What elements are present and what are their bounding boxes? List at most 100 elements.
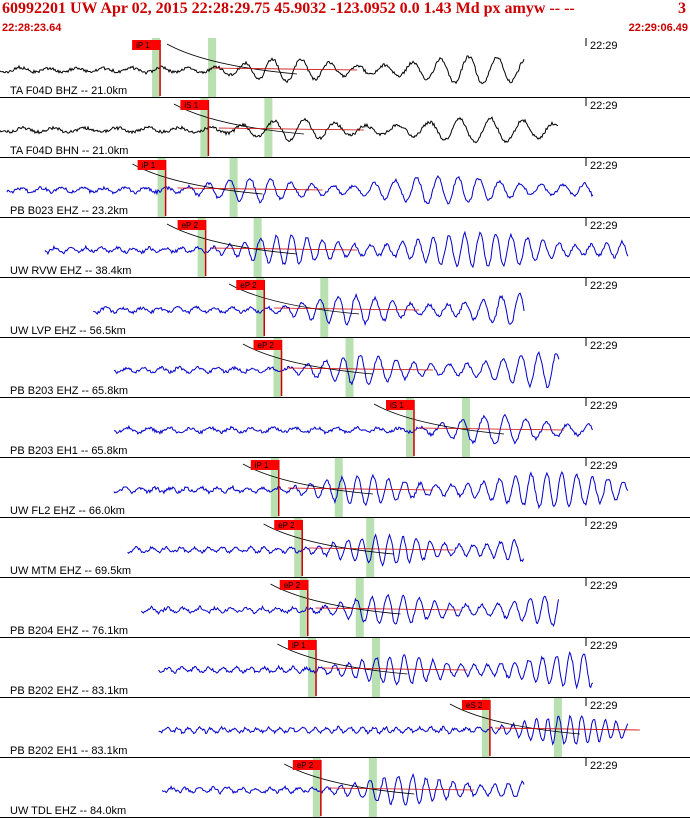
trace-1: iS 1 22:29 TA F04D BHN -- 21.0km xyxy=(0,98,690,158)
pick-window-band xyxy=(270,458,279,517)
trace-6: iS 1 22:29 PB B203 EH1 -- 65.8km xyxy=(0,398,690,458)
pick-window-band xyxy=(273,338,282,397)
seismogram-plot[interactable]: iP 1 22:29 TA F04D BHZ -- 21.0km iS 1 22:29 T… xyxy=(0,38,690,818)
coda-curve xyxy=(277,643,408,675)
pick-window-band xyxy=(406,398,414,457)
time-tick-label: 22:29 xyxy=(590,340,618,352)
trace-label: UW MTM EHZ -- 69.5km xyxy=(10,565,131,577)
pick-flag xyxy=(288,640,317,650)
pick-window-band xyxy=(372,638,381,697)
pick-flag xyxy=(386,400,414,410)
waveform-line xyxy=(140,594,559,628)
pick-label: eP 2 xyxy=(297,761,314,770)
pick-window-band xyxy=(299,578,308,637)
trace-label: TA F04D BHN -- 21.0km xyxy=(10,145,128,157)
time-tick-label: 22:29 xyxy=(590,100,618,112)
trace-label: PB B203 EHZ -- 65.8km xyxy=(10,385,128,397)
pick-flag xyxy=(137,160,166,170)
pick-flag xyxy=(274,520,303,530)
pick-window-band xyxy=(264,98,273,157)
trace-label: UW TDL EHZ -- 84.0km xyxy=(10,805,126,817)
pick-label: eP 2 xyxy=(284,581,301,590)
waveform-line xyxy=(113,350,560,389)
pick-label: eP 2 xyxy=(240,281,257,290)
time-tick-label: 22:29 xyxy=(590,760,618,772)
trace-label: PB B023 EHZ -- 23.2km xyxy=(10,205,128,217)
amplitude-fit-line xyxy=(322,667,468,671)
pick-label: eP 2 xyxy=(278,521,295,530)
pick-window-band xyxy=(256,278,265,337)
coda-curve xyxy=(166,223,298,255)
trace-label: PB B203 EH1 -- 65.8km xyxy=(10,445,127,457)
pick-window-band xyxy=(366,518,375,577)
pick-window-band xyxy=(553,698,562,757)
waveform-line xyxy=(0,55,525,85)
waveform-line xyxy=(44,230,629,269)
time-tick-label: 22:29 xyxy=(590,280,618,292)
waveform-line xyxy=(158,651,594,690)
trace-7: iP 1 22:29 UW FL2 EHZ -- 66.0km xyxy=(0,458,690,518)
trace-label: UW RVW EHZ -- 38.4km xyxy=(10,265,131,277)
trace-4: eP 2 22:29 UW LVP EHZ -- 56.5km xyxy=(0,278,690,338)
coda-curve xyxy=(242,343,373,375)
amplitude-fit-line xyxy=(315,607,461,611)
pick-label: eP 2 xyxy=(182,221,199,230)
pick-flag xyxy=(177,220,206,230)
pick-window-band xyxy=(152,38,161,97)
trace-12: eP 2 22:29 UW TDL EHZ -- 84.0km xyxy=(0,758,690,818)
time-tick-label: 22:29 xyxy=(590,40,618,52)
pick-window-band xyxy=(312,758,321,817)
amplitude-fit-line xyxy=(329,787,475,791)
time-tick-label: 22:29 xyxy=(590,580,618,592)
time-tick-label: 22:29 xyxy=(590,400,618,412)
amplitude-fit-line xyxy=(418,427,565,431)
amplitude-fit-line xyxy=(274,307,420,311)
amplitude-fit-line xyxy=(211,67,358,71)
trace-8: eP 2 22:29 UW MTM EHZ -- 69.5km xyxy=(0,518,690,578)
pick-label: iP 1 xyxy=(142,161,156,170)
pick-flag xyxy=(279,580,308,590)
pick-label: eS 2 xyxy=(466,701,483,710)
time-tick-label: 22:29 xyxy=(590,700,618,712)
pick-flag xyxy=(253,340,282,350)
pick-flag xyxy=(292,760,321,770)
pick-flag xyxy=(132,40,161,50)
waveform-line xyxy=(113,413,594,445)
pick-window-band xyxy=(253,218,262,277)
event-title: 60992201 UW Apr 02, 2015 22:28:29.75 45.… xyxy=(2,0,575,17)
coda-curve xyxy=(373,403,505,435)
trace-9: eP 2 22:29 PB B204 EHZ -- 76.1km xyxy=(0,578,690,638)
pick-window-band xyxy=(345,338,354,397)
panel-number: 3 xyxy=(678,0,686,17)
amplitude-fit-line xyxy=(177,187,323,191)
trace-2: iP 1 22:29 PB B023 EHZ -- 23.2km xyxy=(0,158,690,218)
trace-label: PB B202 EH1 -- 83.1km xyxy=(10,745,127,757)
pick-flag xyxy=(461,700,490,710)
waveform-line xyxy=(113,470,629,510)
waveform-line xyxy=(127,533,525,567)
coda-curve xyxy=(449,703,580,735)
end-time: 22:29:06.49 xyxy=(628,22,688,34)
trace-10: iP 1 22:29 PB B202 EHZ -- 83.1km xyxy=(0,638,690,698)
pick-window-band xyxy=(229,158,238,217)
pick-flag xyxy=(180,100,209,110)
pick-label: iP 1 xyxy=(292,641,306,650)
trace-0: iP 1 22:29 TA F04D BHZ -- 21.0km xyxy=(0,38,690,98)
time-tick-label: 22:29 xyxy=(590,160,618,172)
coda-curve xyxy=(263,523,394,555)
amplitude-fit-line xyxy=(308,547,454,551)
pick-window-band xyxy=(157,158,166,217)
pick-label: eP 2 xyxy=(258,341,275,350)
pick-flag xyxy=(236,280,265,290)
pick-window-band xyxy=(308,638,317,697)
amplitude-fit-line xyxy=(494,727,640,731)
coda-curve xyxy=(166,43,298,75)
trace-label: TA F04D BHZ -- 21.0km xyxy=(10,85,127,97)
time-tick-label: 22:29 xyxy=(590,460,618,472)
pick-label: iS 1 xyxy=(390,401,404,410)
time-tick-label: 22:29 xyxy=(590,640,618,652)
trace-label: UW LVP EHZ -- 56.5km xyxy=(10,325,126,337)
pick-window-band xyxy=(294,518,303,577)
trace-label: PB B204 EHZ -- 76.1km xyxy=(10,625,128,637)
amplitude-fit-line xyxy=(287,487,433,491)
